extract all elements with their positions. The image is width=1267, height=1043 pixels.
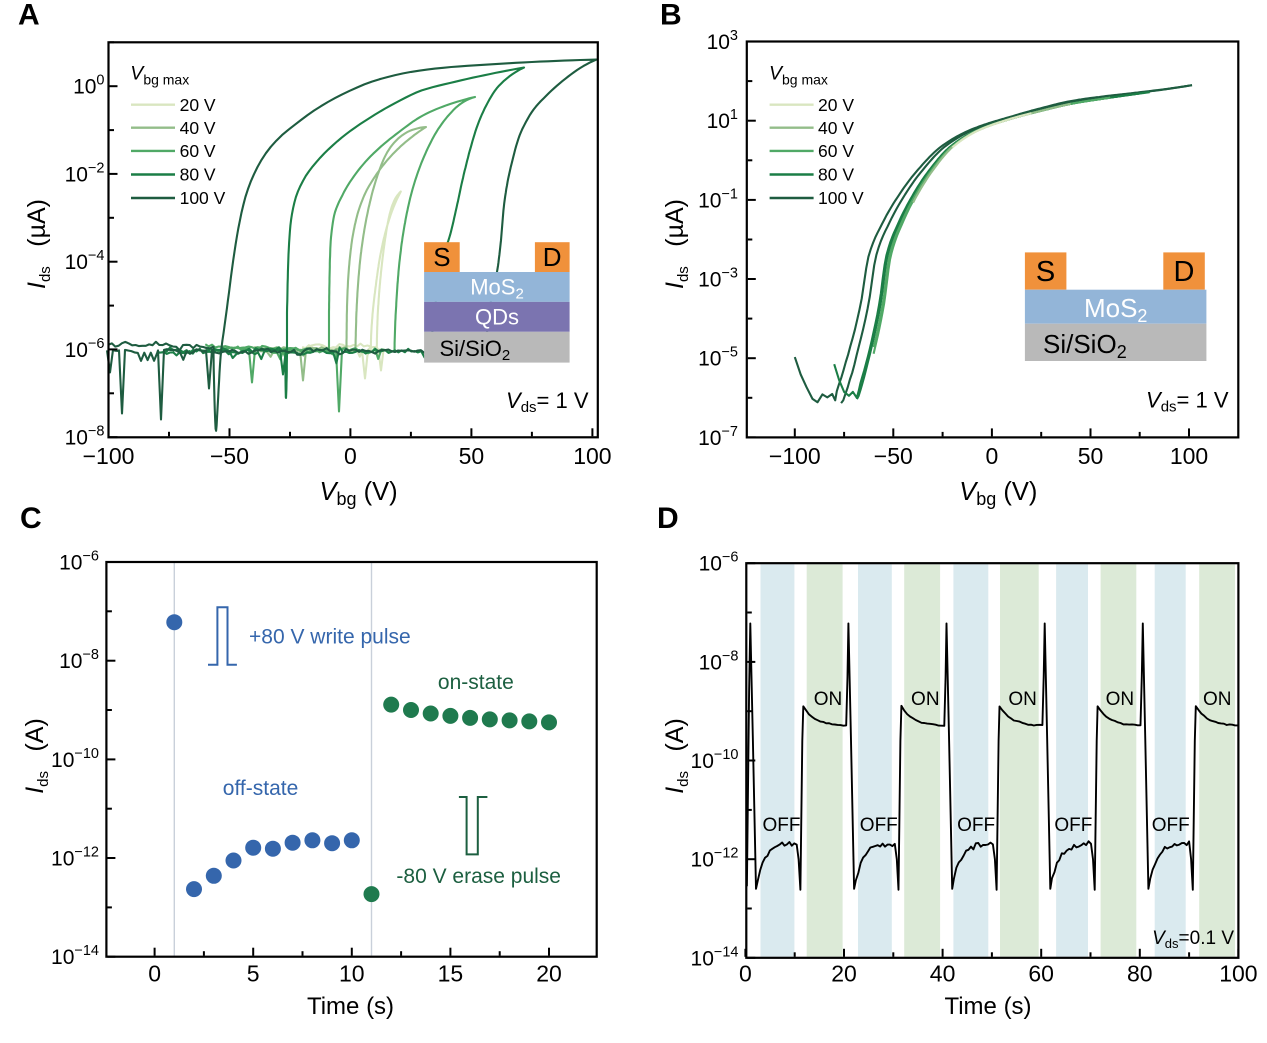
svg-text:100: 100 <box>1170 443 1208 469</box>
svg-text:Vds= 1 V: Vds= 1 V <box>506 388 589 416</box>
svg-text:0: 0 <box>344 443 357 469</box>
svg-text:80 V: 80 V <box>180 165 216 185</box>
svg-text:Vbg max: Vbg max <box>130 63 189 88</box>
svg-text:Ids (A): Ids (A) <box>21 718 52 794</box>
svg-text:QDs: QDs <box>475 305 519 330</box>
svg-text:0: 0 <box>739 961 752 987</box>
svg-text:80: 80 <box>1127 961 1153 987</box>
svg-text:OFF: OFF <box>1054 815 1092 836</box>
svg-text:40 V: 40 V <box>818 118 854 138</box>
svg-text:ON: ON <box>1203 689 1232 710</box>
svg-text:MoS2: MoS2 <box>1084 293 1147 326</box>
svg-text:Time (s): Time (s) <box>944 993 1031 1020</box>
svg-text:Ids (A): Ids (A) <box>661 718 692 794</box>
svg-text:+80 V write pulse: +80 V write pulse <box>249 626 411 649</box>
svg-text:40: 40 <box>930 961 956 987</box>
svg-text:OFF: OFF <box>1152 815 1190 836</box>
svg-text:10: 10 <box>339 961 365 987</box>
svg-text:Ids (µA): Ids (µA) <box>661 199 692 289</box>
svg-text:A: A <box>18 0 40 32</box>
svg-text:15: 15 <box>438 961 464 987</box>
svg-text:B: B <box>660 0 682 32</box>
svg-text:OFF: OFF <box>860 815 898 836</box>
svg-text:D: D <box>543 242 562 272</box>
svg-text:50: 50 <box>459 443 485 469</box>
svg-text:60 V: 60 V <box>818 141 854 161</box>
svg-text:−100: −100 <box>769 443 821 469</box>
svg-text:S: S <box>433 242 450 272</box>
svg-text:100 V: 100 V <box>818 188 864 208</box>
svg-text:100: 100 <box>573 443 611 469</box>
svg-text:Vbg (V): Vbg (V) <box>320 478 398 509</box>
svg-text:20 V: 20 V <box>180 95 216 115</box>
svg-text:MoS2: MoS2 <box>470 275 524 303</box>
svg-text:Time (s): Time (s) <box>307 993 394 1020</box>
svg-text:5: 5 <box>247 961 260 987</box>
svg-text:−100: −100 <box>83 443 135 469</box>
svg-text:Si/SiO2: Si/SiO2 <box>440 336 511 364</box>
svg-text:Vbg (V): Vbg (V) <box>959 478 1037 509</box>
svg-text:S: S <box>1036 256 1055 288</box>
svg-text:D: D <box>657 502 679 535</box>
svg-text:ON: ON <box>814 689 843 710</box>
svg-text:Vbg max: Vbg max <box>769 63 828 88</box>
svg-text:0: 0 <box>148 961 161 987</box>
svg-text:20 V: 20 V <box>818 95 854 115</box>
svg-text:0: 0 <box>986 443 999 469</box>
svg-text:off-state: off-state <box>223 777 298 800</box>
svg-text:−50: −50 <box>874 443 913 469</box>
svg-text:100: 100 <box>73 73 104 99</box>
svg-text:−50: −50 <box>210 443 249 469</box>
svg-text:OFF: OFF <box>763 815 801 836</box>
svg-text:80 V: 80 V <box>818 165 854 185</box>
svg-text:OFF: OFF <box>957 815 995 836</box>
svg-text:Ids (µA): Ids (µA) <box>23 199 54 289</box>
svg-text:10−8: 10−8 <box>59 647 99 673</box>
svg-text:100: 100 <box>1219 961 1257 987</box>
svg-text:C: C <box>20 502 42 535</box>
svg-text:20: 20 <box>536 961 562 987</box>
svg-text:50: 50 <box>1078 443 1104 469</box>
svg-text:60: 60 <box>1028 961 1054 987</box>
svg-text:10−4: 10−4 <box>65 248 105 274</box>
svg-text:-80 V erase pulse: -80 V erase pulse <box>396 865 561 888</box>
svg-text:Vds= 1 V: Vds= 1 V <box>1146 388 1229 416</box>
svg-text:ON: ON <box>1106 689 1135 710</box>
svg-text:Si/SiO2: Si/SiO2 <box>1043 329 1127 362</box>
svg-text:D: D <box>1174 256 1195 288</box>
svg-text:Vds=0.1 V: Vds=0.1 V <box>1152 928 1234 951</box>
svg-text:ON: ON <box>911 689 940 710</box>
svg-text:20: 20 <box>831 961 857 987</box>
svg-text:ON: ON <box>1008 689 1037 710</box>
svg-text:40 V: 40 V <box>180 118 216 138</box>
svg-text:on-state: on-state <box>438 671 514 694</box>
svg-text:100 V: 100 V <box>180 188 226 208</box>
svg-text:60 V: 60 V <box>180 141 216 161</box>
